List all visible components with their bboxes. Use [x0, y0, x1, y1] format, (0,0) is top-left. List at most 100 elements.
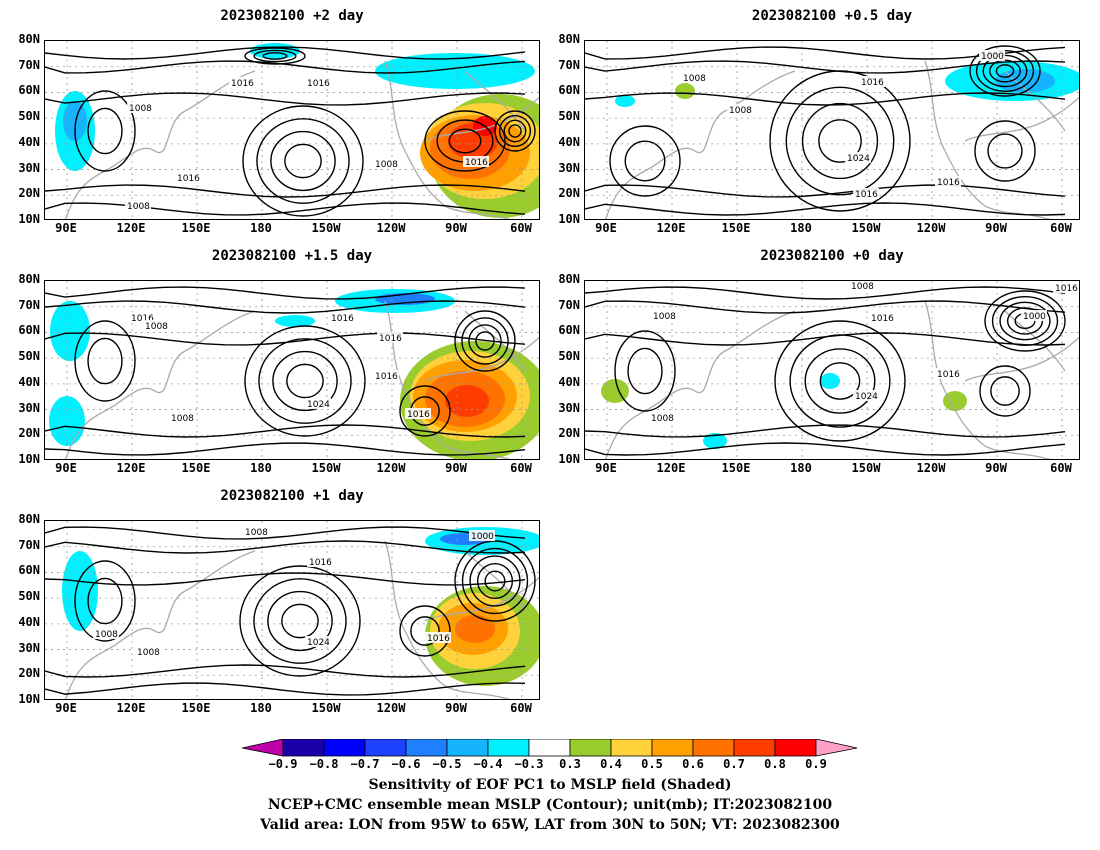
colorbar-segment [323, 739, 366, 757]
lon-tick-label: 150E [181, 461, 211, 475]
isobar-contour [87, 577, 123, 625]
panel-title: 2023082100 +0.5 day [751, 8, 913, 24]
colorbar-tick-label: 0.7 [723, 757, 745, 771]
isobar-contour [469, 555, 521, 607]
isobar-contour [45, 682, 526, 696]
isobar-contour [448, 128, 482, 154]
isobar-contour [45, 286, 526, 300]
contour-label: 1016 [871, 314, 894, 324]
lat-tick-label: 30N [18, 640, 40, 655]
colorbar-tick-label: −0.3 [514, 757, 544, 771]
contour-label: 1008 [145, 322, 168, 332]
contour-label: 1016 [379, 334, 402, 344]
lat-tick-label: 40N [558, 374, 580, 389]
lat-tick-label: 50N [18, 109, 40, 124]
lon-tick-label: 180 [250, 461, 272, 475]
lat-tick-label: 40N [558, 134, 580, 149]
isobar-contour [468, 324, 502, 358]
colorbar-tick-label: −0.6 [391, 757, 421, 771]
colorbar-tick-label: 0.8 [764, 757, 786, 771]
isobar-contour [45, 526, 526, 540]
map-panel: 1016 1016 1008 1016 1008 1008 1016 [44, 40, 540, 220]
isobar-contour [585, 92, 1066, 106]
lat-tick-label: 10N [18, 692, 40, 706]
isobar-contour [987, 133, 1023, 169]
caption-line-2: NCEP+CMC ensemble mean MSLP (Contour); u… [267, 797, 833, 813]
map-panel: 1008 1016 1008 1000 1016 1024 1016 1008 [584, 280, 1080, 460]
isobar-contour [399, 605, 451, 657]
lon-tick-label: 120E [116, 221, 146, 235]
colorbar-segment [651, 739, 694, 757]
lon-tick-label: 90W [985, 461, 1007, 475]
contour-label: 1016 [331, 314, 354, 324]
lon-tick-label: 90E [595, 221, 617, 235]
sensitivity-shading [50, 301, 90, 361]
isobar-contour [45, 572, 526, 586]
map-panel: 1016 1008 1016 1016 1016 1024 1008 1016 [44, 280, 540, 460]
isobar-contour [87, 337, 123, 385]
colorbar-tick-label: −0.9 [268, 757, 298, 771]
colorbar-segment [733, 739, 776, 757]
lat-tick-label: 20N [18, 426, 40, 441]
lat-tick-label: 70N [18, 297, 40, 312]
lat-tick-label: 60N [18, 83, 40, 98]
lon-tick-label: 150E [721, 461, 751, 475]
colorbar-tick-label: 0.5 [641, 757, 663, 771]
lon-tick-label: 90E [55, 461, 77, 475]
coastline [65, 60, 539, 219]
isobar-contour [774, 320, 906, 442]
contour-label: 1008 [375, 160, 398, 170]
sensitivity-shading [820, 373, 840, 389]
contour-label: 1024 [307, 638, 330, 648]
sensitivity-shading [375, 53, 535, 89]
lon-tick-label: 60W [1050, 461, 1072, 475]
isobar-contour [281, 603, 319, 639]
lat-tick-label: 30N [558, 160, 580, 175]
colorbar-segment [815, 739, 858, 757]
lon-tick-label: 90W [445, 221, 467, 235]
contour-label: 1016 [855, 190, 878, 200]
isobar-contour [74, 320, 136, 402]
isobar-contour [585, 300, 1066, 314]
sensitivity-shading [675, 83, 695, 99]
isobar-contour [87, 107, 123, 155]
lat-tick-label: 30N [18, 400, 40, 415]
contour-label: 1008 [729, 106, 752, 116]
sensitivity-shading [62, 551, 98, 631]
panel-title: 2023082100 +1 day [220, 488, 364, 504]
isobar-contour [498, 114, 532, 148]
lon-tick-label: 120W [916, 221, 946, 235]
isobar-contour [244, 47, 306, 65]
contour-label: 1024 [855, 392, 878, 402]
isobar-contour [585, 184, 1066, 198]
contour-label: 1008 [137, 648, 160, 658]
isobar-contour [475, 331, 495, 351]
isobar-contour [984, 290, 1066, 352]
lat-tick-label: 10N [18, 452, 40, 466]
contour-label: 1008 [245, 528, 268, 538]
contour-label: 1016 [309, 558, 332, 568]
isobar-contour [256, 118, 350, 204]
lat-tick-label: 60N [558, 83, 580, 98]
isobar-contour [999, 301, 1051, 341]
colorbar-segment [487, 739, 530, 757]
lon-tick-label: 150W [851, 221, 881, 235]
colorbar-segment [364, 739, 407, 757]
sensitivity-shading [275, 315, 315, 327]
isobar-contour [253, 578, 347, 664]
lon-tick-label: 120W [376, 701, 406, 715]
panel-title: 2023082100 +0 day [760, 248, 904, 264]
lat-tick-label: 80N [558, 272, 580, 286]
contour-label: 1016 [427, 634, 450, 644]
contour-label: 1000 [981, 52, 1004, 62]
lon-tick-label: 120E [656, 221, 686, 235]
isobar-contour [789, 334, 891, 428]
lon-tick-label: 150W [311, 221, 341, 235]
contour-label: 1016 [861, 78, 884, 88]
lat-tick-label: 50N [558, 349, 580, 364]
contour-label: 1016 [937, 178, 960, 188]
lat-tick-label: 70N [18, 537, 40, 552]
isobar-contour [804, 348, 876, 414]
colorbar-tick-label: 0.6 [682, 757, 704, 771]
lon-tick-label: 120E [116, 701, 146, 715]
